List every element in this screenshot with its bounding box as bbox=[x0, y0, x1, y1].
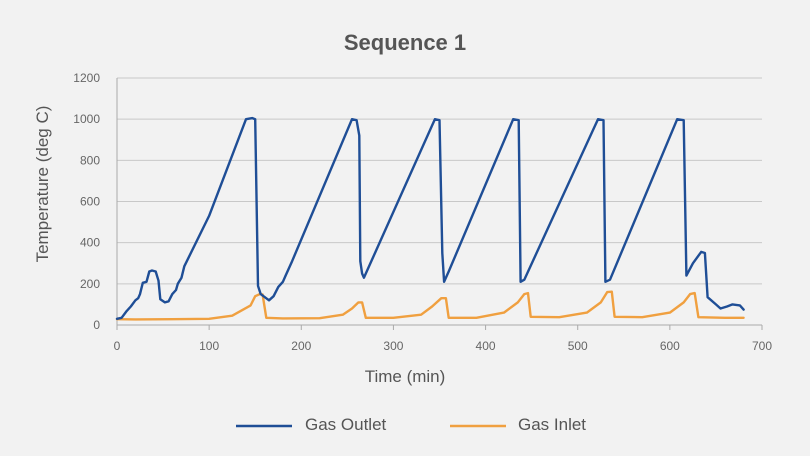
y-tick-label: 800 bbox=[80, 153, 100, 167]
y-tick-labels: 0 200 400 600 800 1000 1200 bbox=[73, 71, 100, 332]
series-line-gas-inlet bbox=[115, 290, 745, 321]
legend-label: Gas Inlet bbox=[518, 415, 586, 434]
chart-title: Sequence 1 bbox=[344, 30, 466, 55]
series-lines bbox=[115, 116, 745, 321]
y-tick-label: 1000 bbox=[73, 112, 100, 126]
grid-lines bbox=[117, 77, 762, 285]
axes bbox=[116, 78, 762, 326]
y-tick-label: 400 bbox=[80, 236, 100, 250]
x-tick-label: 100 bbox=[199, 339, 219, 353]
y-tick-label: 600 bbox=[80, 195, 100, 209]
series-line-gas-outlet bbox=[115, 116, 745, 320]
x-tick-label: 0 bbox=[114, 339, 121, 353]
y-tick-label: 1200 bbox=[73, 71, 100, 85]
legend: Gas Outlet Gas Inlet bbox=[236, 415, 586, 434]
x-tick-label: 200 bbox=[291, 339, 311, 353]
y-axis-label: Temperature (deg C) bbox=[33, 106, 52, 263]
x-tick-label: 500 bbox=[568, 339, 588, 353]
legend-label: Gas Outlet bbox=[305, 415, 387, 434]
x-tick-label: 600 bbox=[660, 339, 680, 353]
x-axis-label: Time (min) bbox=[365, 367, 446, 386]
x-tick-labels: 0 100 200 300 400 500 600 700 bbox=[114, 325, 772, 353]
y-tick-label: 200 bbox=[80, 277, 100, 291]
x-tick-label: 400 bbox=[476, 339, 496, 353]
x-tick-label: 300 bbox=[383, 339, 403, 353]
y-tick-label: 0 bbox=[93, 318, 100, 332]
x-tick-label: 700 bbox=[752, 339, 772, 353]
